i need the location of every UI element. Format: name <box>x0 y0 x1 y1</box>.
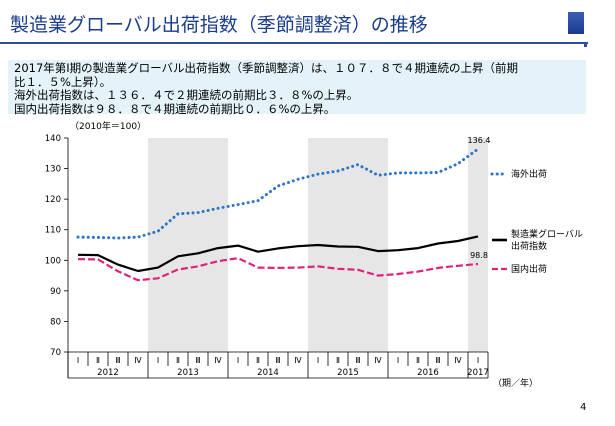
quarter-label: Ⅰ <box>237 356 239 365</box>
quarter-label: Ⅱ <box>176 356 180 365</box>
quarter-label: Ⅱ <box>96 356 100 365</box>
quarter-label: Ⅲ <box>115 356 121 365</box>
series-line <box>77 257 479 282</box>
axis-suffix: （期／年） <box>493 377 538 389</box>
quarter-label: Ⅲ <box>275 356 281 365</box>
unit-note: （2010年＝100） <box>70 120 146 132</box>
y-tick-label: 110 <box>45 226 61 236</box>
quarter-label: Ⅰ <box>157 356 159 365</box>
y-tick-label: 70 <box>50 348 61 358</box>
legend-label: 海外出荷 <box>511 168 547 180</box>
quarter-label: Ⅳ <box>374 356 382 365</box>
end-value-label: 98.8 <box>470 251 488 260</box>
quarter-label: Ⅱ <box>256 356 260 365</box>
quarter-label: Ⅱ <box>336 356 340 365</box>
year-label: 2014 <box>257 368 279 378</box>
year-label: 2017 <box>467 368 489 378</box>
summary-line: 2017年第Ⅰ期の製造業グローバル出荷指数（季節調整済）は、１０７．８で４期連続… <box>14 62 519 75</box>
year-label: 2012 <box>97 368 119 378</box>
quarter-label: Ⅰ <box>477 356 479 365</box>
end-value-label: 136.4 <box>468 136 491 145</box>
summary-box: 2017年第Ⅰ期の製造業グローバル出荷指数（季節調整済）は、１０７．８で４期連続… <box>8 60 586 116</box>
year-shade-band <box>148 138 228 352</box>
legend-label: 製造業グローバル <box>511 228 583 240</box>
summary-line: 国内出荷指数は９８．８で４期連続の前期比０．６%の上昇。 <box>14 102 336 116</box>
year-label: 2013 <box>177 368 199 378</box>
page-number: 4 <box>580 402 587 413</box>
y-tick-label: 140 <box>45 134 61 144</box>
title-rule <box>0 42 588 44</box>
series-line <box>76 147 480 240</box>
chart-axes <box>64 137 489 379</box>
y-tick-label: 130 <box>45 165 61 175</box>
year-label: 2016 <box>417 368 439 378</box>
series-line <box>77 235 479 273</box>
corner-dot <box>584 44 587 47</box>
quarter-label: Ⅰ <box>397 356 399 365</box>
year-shade-band <box>468 138 488 352</box>
y-tick-label: 90 <box>50 287 61 297</box>
quarter-label: Ⅰ <box>317 356 319 365</box>
y-tick-label: 120 <box>45 195 61 205</box>
legend-label: 出荷指数 <box>511 240 547 252</box>
quarter-label: Ⅱ <box>416 356 420 365</box>
quarter-label: Ⅳ <box>214 356 222 365</box>
slide-title: 製造業グローバル出荷指数（季節調整済）の推移 <box>10 14 428 36</box>
quarter-label: Ⅲ <box>355 356 361 365</box>
y-tick-label: 100 <box>45 256 61 266</box>
quarter-label: Ⅰ <box>77 356 79 365</box>
quarter-label: Ⅲ <box>195 356 201 365</box>
quarter-label: Ⅳ <box>134 356 142 365</box>
quarter-label: Ⅳ <box>294 356 302 365</box>
y-tick-label: 80 <box>50 317 61 327</box>
summary-line: 比１．５%上昇）。 <box>14 75 112 89</box>
quarter-label: Ⅲ <box>435 356 441 365</box>
series-lines <box>76 147 480 282</box>
summary-line: 海外出荷指数は、１３６．４で２期連続の前期比３．８%の上昇。 <box>14 89 359 102</box>
chart-labels: 70 80 90 100 110 120 130 140 Ⅰ Ⅱ Ⅲ Ⅳ Ⅰ Ⅱ Ⅲ Ⅳ Ⅰ Ⅱ Ⅲ Ⅳ Ⅰ Ⅱ Ⅲ Ⅳ Ⅰ Ⅱ Ⅲ… <box>45 134 583 378</box>
corner-decoration <box>568 12 584 34</box>
quarter-label: Ⅳ <box>454 356 462 365</box>
legend-label: 国内出荷 <box>511 263 547 275</box>
year-label: 2015 <box>337 368 359 378</box>
